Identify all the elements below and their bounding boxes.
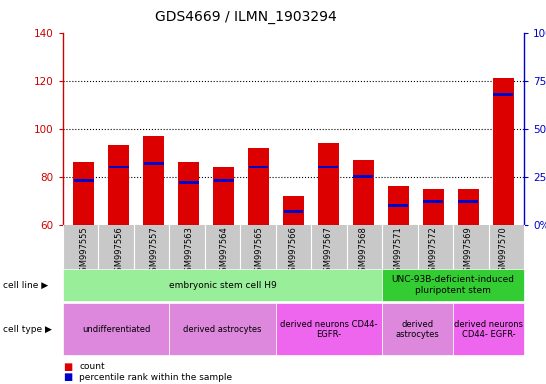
Text: GDS4669 / ILMN_1903294: GDS4669 / ILMN_1903294	[155, 10, 336, 23]
Bar	[73, 162, 94, 225]
Bar	[388, 186, 409, 225]
Bar	[318, 166, 339, 169]
Bar	[353, 160, 374, 225]
Bar	[353, 175, 373, 178]
Text: percentile rank within the sample: percentile rank within the sample	[79, 372, 232, 382]
Text: ■: ■	[63, 362, 72, 372]
Bar	[74, 179, 94, 182]
Bar	[458, 200, 478, 203]
Bar	[283, 210, 304, 213]
Text: derived
astrocytes: derived astrocytes	[396, 319, 440, 339]
Text: UNC-93B-deficient-induced
pluripotent stem: UNC-93B-deficient-induced pluripotent st…	[391, 275, 515, 295]
Bar	[248, 166, 269, 169]
Bar	[109, 166, 129, 169]
Text: cell type ▶: cell type ▶	[3, 325, 52, 334]
Bar	[318, 143, 339, 225]
Bar	[213, 167, 234, 225]
Bar	[458, 189, 479, 225]
Bar	[492, 78, 514, 225]
Text: derived neurons
CD44- EGFR-: derived neurons CD44- EGFR-	[454, 319, 523, 339]
Bar	[178, 162, 199, 225]
Text: derived neurons CD44-
EGFR-: derived neurons CD44- EGFR-	[280, 319, 378, 339]
Bar	[423, 200, 443, 203]
Bar	[108, 146, 129, 225]
Text: derived astrocytes: derived astrocytes	[183, 325, 262, 334]
Bar	[423, 189, 444, 225]
Bar	[283, 196, 304, 225]
Text: undifferentiated: undifferentiated	[82, 325, 150, 334]
Bar	[213, 179, 234, 182]
Text: cell line ▶: cell line ▶	[3, 281, 48, 290]
Bar	[143, 136, 164, 225]
Bar	[388, 204, 408, 207]
Text: embryonic stem cell H9: embryonic stem cell H9	[169, 281, 276, 290]
Bar	[144, 162, 164, 165]
Bar	[179, 181, 199, 184]
Text: ■: ■	[63, 372, 72, 382]
Bar	[248, 148, 269, 225]
Bar	[493, 93, 513, 96]
Text: count: count	[79, 362, 105, 371]
